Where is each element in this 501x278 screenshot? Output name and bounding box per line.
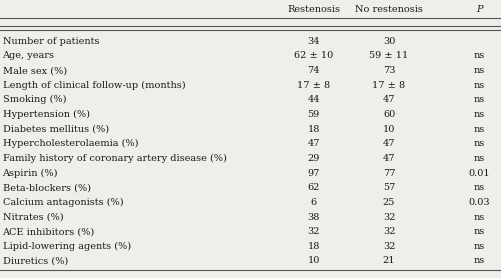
Text: 60: 60	[382, 110, 394, 119]
Text: 18: 18	[307, 125, 319, 134]
Text: 30: 30	[382, 37, 394, 46]
Text: 74: 74	[307, 66, 319, 75]
Text: Smoking (%): Smoking (%)	[3, 95, 66, 105]
Text: 34: 34	[307, 37, 319, 46]
Text: Restenosis: Restenosis	[287, 5, 340, 14]
Text: ns: ns	[473, 125, 484, 134]
Text: ns: ns	[473, 212, 484, 222]
Text: ns: ns	[473, 256, 484, 265]
Text: Number of patients: Number of patients	[3, 37, 99, 46]
Text: 10: 10	[382, 125, 394, 134]
Text: 44: 44	[307, 95, 319, 104]
Text: ns: ns	[473, 183, 484, 192]
Text: Diuretics (%): Diuretics (%)	[3, 256, 68, 265]
Text: Male sex (%): Male sex (%)	[3, 66, 67, 75]
Text: 0.03: 0.03	[467, 198, 489, 207]
Text: No restenosis: No restenosis	[354, 5, 422, 14]
Text: 21: 21	[382, 256, 394, 265]
Text: Hypertension (%): Hypertension (%)	[3, 110, 89, 119]
Text: 77: 77	[382, 168, 394, 178]
Text: Aspirin (%): Aspirin (%)	[3, 168, 58, 178]
Text: ns: ns	[473, 242, 484, 251]
Text: 18: 18	[307, 242, 319, 251]
Text: ns: ns	[473, 51, 484, 60]
Text: 6: 6	[310, 198, 316, 207]
Text: 62 ± 10: 62 ± 10	[294, 51, 333, 60]
Text: 97: 97	[307, 168, 319, 178]
Text: 32: 32	[382, 242, 394, 251]
Text: ns: ns	[473, 154, 484, 163]
Text: ns: ns	[473, 66, 484, 75]
Text: 73: 73	[382, 66, 394, 75]
Text: Lipid-lowering agents (%): Lipid-lowering agents (%)	[3, 242, 130, 251]
Text: ns: ns	[473, 227, 484, 236]
Text: Diabetes mellitus (%): Diabetes mellitus (%)	[3, 125, 108, 134]
Text: Hypercholesterolaemia (%): Hypercholesterolaemia (%)	[3, 139, 138, 148]
Text: ns: ns	[473, 139, 484, 148]
Text: Nitrates (%): Nitrates (%)	[3, 212, 63, 222]
Text: 32: 32	[382, 227, 394, 236]
Text: ns: ns	[473, 110, 484, 119]
Text: 59 ± 11: 59 ± 11	[369, 51, 408, 60]
Text: 47: 47	[382, 154, 394, 163]
Text: 47: 47	[382, 139, 394, 148]
Text: Calcium antagonists (%): Calcium antagonists (%)	[3, 198, 123, 207]
Text: ACE inhibitors (%): ACE inhibitors (%)	[3, 227, 95, 236]
Text: 17 ± 8: 17 ± 8	[372, 81, 405, 90]
Text: 17 ± 8: 17 ± 8	[297, 81, 330, 90]
Text: ns: ns	[473, 95, 484, 104]
Text: 59: 59	[307, 110, 319, 119]
Text: 62: 62	[307, 183, 319, 192]
Text: 0.01: 0.01	[467, 168, 489, 178]
Text: 47: 47	[382, 95, 394, 104]
Text: P: P	[475, 5, 481, 14]
Text: 10: 10	[307, 256, 319, 265]
Text: Age, years: Age, years	[3, 51, 55, 60]
Text: ns: ns	[473, 81, 484, 90]
Text: 38: 38	[307, 212, 319, 222]
Text: 32: 32	[382, 212, 394, 222]
Text: 32: 32	[307, 227, 319, 236]
Text: 25: 25	[382, 198, 394, 207]
Text: 57: 57	[382, 183, 394, 192]
Text: Length of clinical follow-up (months): Length of clinical follow-up (months)	[3, 81, 185, 90]
Text: Beta-blockers (%): Beta-blockers (%)	[3, 183, 90, 192]
Text: 29: 29	[307, 154, 319, 163]
Text: 47: 47	[307, 139, 319, 148]
Text: Family history of coronary artery disease (%): Family history of coronary artery diseas…	[3, 154, 226, 163]
